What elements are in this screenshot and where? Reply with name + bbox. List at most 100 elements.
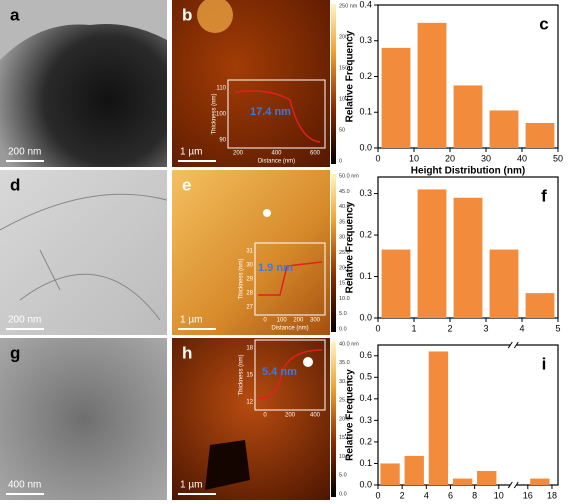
colorbar-label: 35.0 <box>339 360 350 366</box>
bar <box>489 110 519 148</box>
colorbar-label: 150 <box>339 65 348 71</box>
panel-label: a <box>10 5 20 24</box>
scale-bar-label: 200 nm <box>8 147 41 158</box>
scale-bar-label: 1 µm <box>180 147 202 158</box>
afm-image <box>172 170 330 335</box>
colorbar-label: 25.0 <box>339 250 350 256</box>
bar <box>525 293 555 318</box>
colorbar-label: 25.0 <box>339 398 350 404</box>
bar <box>453 85 483 148</box>
x-tick-label: 10 <box>494 490 504 500</box>
inset-x-label: Distance (nm) <box>258 159 295 165</box>
afm-feature <box>263 209 271 217</box>
colorbar-label: 20.0 <box>339 265 350 271</box>
bar <box>404 455 424 485</box>
inset-x-tick: 200 <box>233 151 244 157</box>
y-tick-label: 0.4 <box>359 0 372 9</box>
y-tick-label: 0.4 <box>359 393 372 403</box>
scale-bar-label: 1 µm <box>180 480 202 491</box>
panel-label: g <box>10 343 20 362</box>
x-tick-label: 20 <box>445 153 455 163</box>
inset-x-label: Distance (nm) <box>271 326 308 332</box>
y-tick-label: 0.1 <box>359 107 372 117</box>
panel-label: b <box>182 5 192 24</box>
inset-x-tick: 600 <box>310 151 321 157</box>
bar <box>453 197 483 318</box>
inset-y-tick: 15 <box>246 373 253 379</box>
inset-annotation: 5.4 nm <box>262 366 297 378</box>
x-tick-label: 10 <box>409 153 419 163</box>
y-tick-label: 0.2 <box>359 229 372 239</box>
bar <box>477 471 497 485</box>
colorbar-label: 100 <box>339 96 348 102</box>
inset-frame <box>254 242 326 316</box>
colorbar-label: 5.0 <box>339 473 347 479</box>
inset-profile <box>234 90 321 143</box>
scale-bar-label: 1 µm <box>180 315 202 326</box>
panel-label: i <box>542 354 547 373</box>
inset-y-label: Thickness (nm) <box>212 93 218 134</box>
panel-label: h <box>182 343 192 362</box>
inset-x-tick: 100 <box>277 318 288 324</box>
y-axis-label: Relative Frequency <box>345 369 356 461</box>
colorbar <box>331 4 336 164</box>
colorbar-label: 10.0 <box>339 296 350 302</box>
y-tick-label: 0.6 <box>359 350 372 360</box>
x-tick-label: 30 <box>481 153 491 163</box>
image-panels <box>0 0 336 500</box>
inset-x-tick: 200 <box>285 413 296 419</box>
colorbar-label: 40.0 nm <box>339 341 359 347</box>
axis-break-gap <box>510 482 517 488</box>
x-tick-label: 8 <box>472 490 477 500</box>
colorbar-label: 40.0 <box>339 204 350 210</box>
x-tick-label: 1 <box>411 323 416 333</box>
inset-y-label: Thickness (nm) <box>239 258 245 299</box>
inset-y-tick: 30 <box>246 263 253 269</box>
inset-x-tick: 400 <box>271 151 282 157</box>
inset-x-tick: 0 <box>263 318 267 324</box>
colorbar-label: 30.0 <box>339 379 350 385</box>
tem-background <box>0 0 167 60</box>
colorbar-label: 30.0 <box>339 235 350 241</box>
bar <box>380 463 400 485</box>
inset-profile <box>258 261 323 296</box>
y-tick-label: 0.5 <box>359 372 372 382</box>
inset-x-tick: 0 <box>263 413 267 419</box>
x-tick-label: 4 <box>424 490 429 500</box>
x-tick-label: 0 <box>375 490 380 500</box>
x-tick-label: 6 <box>448 490 453 500</box>
panel-label: e <box>182 175 191 194</box>
inset-annotation: 1.9 nm <box>258 262 293 274</box>
colorbar-label: 0 <box>339 158 342 164</box>
axis-break-gap <box>510 342 517 348</box>
y-axis-label: Relative Frequency <box>345 30 356 122</box>
y-axis-label: Relative Frequency <box>345 201 356 293</box>
afm-feature <box>303 357 313 367</box>
bar <box>381 249 411 318</box>
x-tick-label: 16 <box>523 490 533 500</box>
x-tick-label: 18 <box>547 490 557 500</box>
y-tick-label: 0.3 <box>359 415 372 425</box>
inset-y-tick: 12 <box>246 400 253 406</box>
axis-break <box>507 481 519 489</box>
colorbar <box>331 342 336 497</box>
y-tick-label: 0.2 <box>359 71 372 81</box>
bar <box>525 122 555 148</box>
y-tick-label: 0.1 <box>359 271 372 281</box>
bar <box>530 478 550 485</box>
inset-annotation: 17.4 nm <box>250 106 291 118</box>
y-tick-label: 0.3 <box>359 35 372 45</box>
x-tick-label: 0 <box>375 323 380 333</box>
x-tick-label: 2 <box>400 490 405 500</box>
x-tick-label: 40 <box>517 153 527 163</box>
x-tick-label: 4 <box>519 323 524 333</box>
inset-y-label: Thickness (nm) <box>239 354 245 395</box>
inset-x-tick: 400 <box>310 413 321 419</box>
inset-y-tick: 100 <box>216 112 227 118</box>
colorbar-label: 5.0 <box>339 311 347 317</box>
inset-x-tick: 300 <box>310 318 321 324</box>
bar <box>452 478 473 485</box>
colorbar-label: 0.0 <box>339 491 347 497</box>
tem-edges <box>0 193 168 321</box>
